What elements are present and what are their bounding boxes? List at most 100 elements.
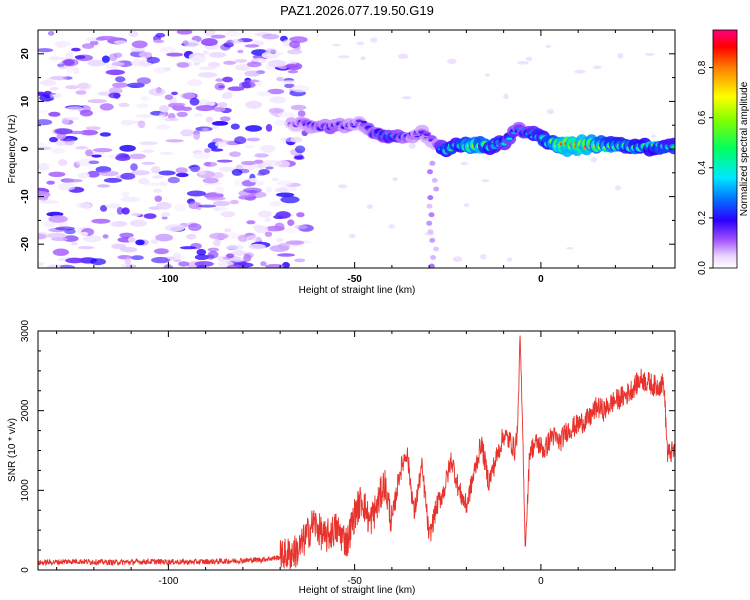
noise-blob: [180, 106, 193, 112]
noise-blob: [248, 243, 266, 250]
noise-blob: [289, 40, 301, 49]
colorbar-tick-label: 0.0: [697, 261, 708, 275]
noise-blob: [217, 102, 228, 108]
noise-blob: [74, 55, 86, 59]
noise-blob: [201, 38, 218, 47]
noise-blob: [65, 51, 74, 59]
noise-blob: [155, 233, 174, 242]
noise-blob: [121, 119, 134, 126]
noise-blob: [186, 233, 197, 240]
ridge-cell: [511, 132, 517, 135]
spectrogram-y-label: Frequency (Hz): [7, 115, 18, 184]
noise-blob: [274, 222, 285, 231]
noise-blob: [223, 60, 237, 65]
noise-blob: [116, 207, 124, 215]
noise-blob: [87, 99, 107, 104]
noise-blob: [77, 172, 90, 179]
noise-blob: [142, 149, 155, 154]
noise-blob: [46, 264, 61, 268]
noise-blob: [235, 64, 251, 71]
figure-title: PAZ1.2026.077.19.50.G19: [280, 3, 434, 18]
noise-blob: [366, 204, 373, 209]
noise-blob: [156, 124, 171, 130]
noise-blob: [120, 196, 141, 203]
noise-blob: [130, 163, 138, 171]
noise-blob: [203, 161, 218, 167]
noise-blob: [153, 248, 169, 255]
noise-blob: [136, 77, 151, 85]
noise-blob: [268, 107, 285, 114]
noise-blob: [80, 231, 89, 237]
noise-blob: [234, 136, 247, 145]
noise-blob: [294, 258, 306, 263]
noise-blob: [176, 172, 189, 178]
noise-blob: [590, 157, 597, 163]
noise-blob: [128, 153, 146, 160]
noise-blob: [153, 188, 162, 193]
noise-blob: [202, 50, 209, 55]
noise-blob: [51, 237, 68, 241]
noise-blob: [153, 67, 167, 74]
noise-blob: [204, 148, 211, 153]
snr-panel: -100 -50 0 0 1000 2000 3000 Height of straigh…: [7, 319, 676, 596]
noise-blob: [285, 64, 299, 69]
noise-blob: [111, 62, 125, 66]
noise-blob: [229, 151, 241, 157]
noise-blob: [290, 104, 307, 111]
noise-blob: [203, 30, 216, 36]
noise-blob: [264, 217, 272, 223]
noise-blob: [277, 112, 295, 118]
noise-blob: [265, 186, 272, 194]
noise-blob: [164, 117, 179, 122]
noise-blob: [124, 257, 132, 265]
noise-blob: [332, 44, 341, 47]
noise-blob: [219, 116, 231, 122]
noise-blob: [218, 166, 237, 172]
noise-blob: [246, 61, 262, 68]
spur-cell: [428, 212, 435, 218]
noise-blob: [566, 247, 574, 250]
noise-blob: [46, 180, 55, 185]
spur-cell: [429, 160, 436, 166]
noise-blob: [75, 158, 95, 167]
spectrogram-x-label: Height of straight line (km): [299, 285, 416, 296]
noise-blob: [269, 201, 282, 207]
noise-blob: [118, 102, 130, 108]
noise-blob: [199, 66, 217, 71]
noise-blob: [196, 265, 206, 268]
noise-blob: [120, 172, 136, 180]
noise-blob: [138, 51, 153, 58]
noise-blob: [186, 79, 203, 87]
spectrogram-noise-blobs: [38, 30, 656, 268]
noise-blob: [55, 226, 76, 231]
noise-blob: [401, 96, 412, 100]
y-tick-label: 0: [20, 146, 31, 152]
noise-blob: [265, 124, 273, 132]
noise-blob: [294, 224, 308, 230]
noise-blob: [73, 67, 80, 74]
noise-blob: [168, 102, 186, 107]
noise-blob: [206, 254, 215, 260]
noise-blob: [220, 211, 236, 218]
noise-blob: [296, 212, 305, 218]
noise-blob: [267, 88, 285, 95]
noise-blob: [234, 59, 248, 63]
noise-blob: [99, 103, 114, 111]
noise-blob: [135, 239, 145, 246]
noise-blob: [40, 200, 59, 204]
noise-blob: [245, 125, 263, 132]
noise-blob: [49, 136, 58, 143]
noise-blob: [276, 76, 284, 82]
noise-blob: [229, 199, 239, 205]
noise-blob: [38, 142, 45, 146]
noise-blob: [148, 88, 166, 96]
noise-blob: [265, 48, 277, 54]
noise-blob: [207, 247, 219, 252]
noise-blob: [545, 44, 552, 49]
noise-blob: [158, 170, 176, 176]
noise-blob: [49, 92, 62, 99]
noise-blob: [158, 112, 166, 121]
noise-blob: [127, 82, 145, 89]
noise-blob: [287, 59, 297, 66]
ridge-cell: [414, 136, 420, 138]
